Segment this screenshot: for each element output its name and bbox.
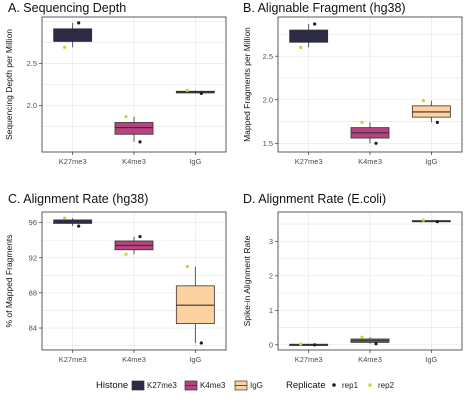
y-tick-label: 1.5 (263, 139, 273, 148)
point-rep1 (374, 342, 378, 346)
y-axis-label: Spike-in Alignment Rate (242, 235, 252, 326)
y-tick-label: 92 (29, 253, 37, 262)
legend-label: K27me3 (147, 381, 177, 390)
legend-label: rep1 (342, 381, 359, 390)
x-tick-label: K27me3 (295, 355, 323, 364)
box-k27me3 (53, 22, 93, 48)
x-tick-label: IgG (189, 157, 201, 166)
x-tick-label: K27me3 (59, 157, 87, 166)
legend-title-replicate: Replicate (286, 380, 326, 391)
point-rep2 (124, 252, 128, 256)
box-k4me3 (114, 236, 154, 255)
x-tick-label: IgG (189, 355, 201, 364)
point-rep2 (360, 335, 364, 339)
legend: Histone K27me3 K4me3 IgG Replicate rep1 rep2 (96, 380, 395, 391)
box-k4me3 (114, 116, 154, 142)
point-rep2 (63, 216, 67, 220)
point-rep2 (360, 120, 364, 124)
point-rep2 (185, 264, 189, 269)
point-rep2 (421, 218, 425, 222)
panel-c: C. Alignment Rate (hg38) 84 88 92 96 K27me3 K4… (4, 192, 227, 364)
x-tick-label: K4me3 (122, 355, 146, 364)
panel-title: A. Sequencing Depth (8, 1, 126, 15)
y-axis-label: Sequencing Depth per Million (4, 29, 14, 140)
panel-title: D. Alignment Rate (E.coli) (243, 192, 386, 206)
legend-item-k27me3: K27me3 (131, 380, 177, 391)
x-tick-label: K4me3 (358, 157, 382, 166)
panel-title: B. Alignable Fragment (hg38) (243, 1, 406, 15)
y-tick-label: 3 (269, 237, 273, 246)
box-k27me3 (289, 23, 329, 48)
point-rep1 (77, 224, 81, 228)
panel-a: A. Sequencing Depth 2.0 2.5 K27me3 K4me3 IgG S… (4, 1, 227, 166)
y-tick-label: 2.5 (27, 59, 37, 68)
y-tick-label: 0 (269, 340, 273, 349)
box-k4me3 (350, 122, 390, 144)
box-k4me3 (350, 337, 390, 344)
y-tick-label: 2.0 (27, 101, 37, 110)
panel-title: C. Alignment Rate (hg38) (8, 192, 148, 206)
y-tick-label: 84 (29, 324, 37, 333)
point-rep1 (435, 220, 439, 224)
box-k27me3 (53, 218, 93, 227)
x-tick-label: IgG (425, 355, 437, 364)
legend-point (368, 383, 372, 387)
point-rep1 (199, 341, 203, 345)
legend-item-rep1: rep1 (332, 381, 359, 390)
x-tick-label: K4me3 (358, 355, 382, 364)
x-tick-label: K27me3 (295, 157, 323, 166)
x-tick-label: K4me3 (122, 157, 146, 166)
y-axis-label: % of Mapped Fragments (4, 234, 14, 327)
box-igg (175, 90, 215, 94)
y-tick-label: 2.5 (263, 52, 273, 61)
y-tick-label: 88 (29, 288, 37, 297)
y-tick-label: 1 (269, 306, 273, 315)
legend-label: K4me3 (200, 381, 226, 390)
box-igg (175, 266, 215, 343)
point-rep1 (435, 120, 439, 124)
point-rep1 (138, 140, 142, 144)
point-rep1 (77, 21, 81, 25)
box-k27me3 (289, 343, 329, 346)
panel-b: B. Alignable Fragment (hg38) 1.5 2.0 2.5 K27… (242, 1, 463, 166)
y-tick-label: 2 (269, 271, 273, 280)
point-rep2 (185, 88, 189, 93)
legend-label: IgG (250, 381, 263, 390)
y-tick-label: 2.0 (263, 95, 273, 104)
point-rep1 (199, 91, 203, 95)
legend-item-k4me3: K4me3 (184, 380, 226, 391)
point-rep1 (138, 235, 142, 239)
gridlines (278, 212, 462, 350)
legend-label: rep2 (378, 381, 395, 390)
y-axis-label: Mapped Fragments per Million (242, 27, 252, 142)
box-igg (411, 100, 451, 123)
point-rep2 (421, 99, 425, 103)
box-body (114, 122, 154, 135)
legend-title-histone: Histone (96, 380, 128, 391)
point-rep2 (299, 342, 303, 346)
legend-item-igg: IgG (234, 380, 263, 391)
legend-item-rep2: rep2 (368, 381, 395, 390)
x-tick-label: K27me3 (59, 355, 87, 364)
point-rep2 (299, 45, 303, 50)
point-rep2 (124, 114, 128, 119)
y-tick-label: 96 (29, 218, 37, 227)
point-rep1 (313, 343, 317, 347)
box-igg (411, 220, 451, 223)
point-rep2 (63, 45, 67, 49)
point-rep1 (313, 22, 317, 26)
x-tick-label: IgG (425, 157, 437, 166)
gridlines (42, 212, 226, 350)
panel-d: D. Alignment Rate (E.coli) 0 1 2 3 K27me3 K4me… (242, 192, 463, 364)
legend-point (332, 383, 336, 387)
point-rep1 (374, 141, 378, 145)
